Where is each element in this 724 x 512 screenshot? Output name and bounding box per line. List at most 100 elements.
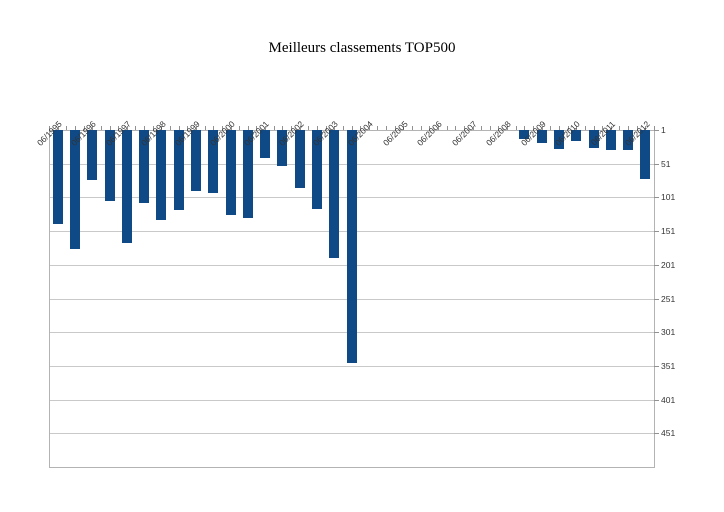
x-tick-mark [550, 126, 552, 130]
x-tick-mark [507, 126, 509, 130]
x-tick-mark [342, 126, 344, 130]
chart-title: Meilleurs classements TOP500 [268, 40, 456, 56]
bar-11-1998 [173, 130, 184, 211]
x-tick-mark [403, 126, 405, 130]
x-tick-mark [144, 126, 146, 130]
y-axis-label: 51 [661, 158, 671, 169]
x-tick-mark [316, 126, 318, 130]
x-axis-label: 06/2007 [449, 118, 479, 148]
x-tick-mark [126, 126, 128, 130]
bar-11-2002 [311, 130, 322, 209]
x-tick-mark [273, 126, 275, 130]
bar-06-2003 [329, 130, 340, 259]
x-tick-mark [394, 126, 396, 130]
x-tick-mark [178, 126, 180, 130]
x-tick-mark [247, 126, 249, 130]
x-tick-mark [558, 126, 560, 130]
x-tick-mark [619, 126, 621, 130]
y-tick-mark [654, 332, 659, 334]
y-axis-label: 1 [661, 125, 666, 135]
x-tick-mark [204, 126, 206, 130]
x-tick-mark [92, 126, 94, 130]
x-tick-mark [515, 126, 517, 130]
x-tick-mark [118, 126, 120, 130]
x-axis-label: 06/2008 [484, 118, 514, 148]
bar-11-1999 [208, 130, 219, 194]
bar-06-1996 [87, 130, 98, 180]
x-tick-mark [221, 126, 223, 130]
x-tick-mark [351, 126, 353, 130]
y-tick-mark [654, 163, 659, 165]
x-tick-mark [83, 126, 85, 130]
x-tick-mark [299, 126, 301, 130]
x-tick-mark [325, 126, 327, 130]
y-axis-label: 401 [661, 394, 676, 405]
y-axis-label: 151 [661, 226, 676, 237]
bar-11-2009 [553, 130, 564, 149]
bar-11-2010 [588, 130, 599, 148]
x-tick-mark [498, 126, 500, 130]
x-tick-mark [100, 126, 102, 130]
x-tick-mark [489, 126, 491, 130]
y-tick-mark [654, 231, 659, 233]
x-tick-mark [420, 126, 422, 130]
y-axis-label: 351 [661, 360, 676, 371]
x-tick-mark [593, 126, 595, 130]
x-tick-mark [195, 126, 197, 130]
x-tick-mark [610, 126, 612, 130]
bar-11-2011 [623, 130, 634, 150]
x-tick-mark [74, 126, 76, 130]
x-tick-mark [161, 126, 163, 130]
bar-06-2002 [294, 130, 305, 188]
x-tick-mark [187, 126, 189, 130]
x-tick-mark [230, 126, 232, 130]
x-tick-mark [412, 126, 413, 130]
y-tick-mark [654, 197, 659, 199]
x-tick-mark [282, 126, 284, 130]
x-tick-mark [291, 126, 292, 130]
gridline [49, 433, 654, 435]
x-tick-mark [360, 126, 362, 130]
x-tick-mark [213, 126, 215, 130]
x-tick-mark [636, 126, 638, 130]
x-tick-mark [386, 126, 388, 130]
x-tick-mark [567, 126, 569, 130]
x-tick-mark [368, 126, 370, 130]
bar-11-1995 [69, 130, 80, 249]
plot-left-border [49, 130, 50, 468]
x-tick-mark [239, 126, 241, 130]
bar-11-2000 [242, 130, 253, 219]
bar-11-2008 [519, 130, 530, 139]
y-tick-mark [654, 365, 659, 367]
bar-11-1996 [104, 130, 115, 201]
bar-06-2000 [225, 130, 236, 215]
gridline [49, 365, 654, 367]
x-tick-mark [377, 126, 379, 130]
bar-06-2009 [536, 130, 547, 144]
x-tick-mark [463, 126, 465, 130]
x-tick-mark [602, 126, 604, 130]
x-tick-mark [628, 126, 630, 130]
y-axis-label: 251 [661, 293, 676, 304]
y-axis-label: 201 [661, 259, 676, 270]
x-tick-mark [57, 126, 59, 130]
x-tick-mark [533, 126, 534, 130]
x-tick-mark [308, 126, 310, 130]
x-tick-mark [437, 126, 439, 130]
x-tick-mark [524, 126, 526, 130]
x-tick-mark [152, 126, 154, 130]
x-tick-mark [654, 126, 655, 130]
bar-06-2011 [605, 130, 616, 150]
x-tick-mark [49, 126, 50, 130]
x-axis-label: 06/2005 [380, 118, 410, 148]
bar-11-2003 [346, 130, 357, 363]
x-tick-mark [109, 126, 111, 130]
bar-06-2012 [640, 130, 651, 179]
y-axis-label: 301 [661, 327, 676, 338]
bar-06-2010 [571, 130, 582, 141]
x-axis-label: 06/2006 [415, 118, 444, 148]
y-tick-mark [654, 264, 659, 266]
x-tick-mark [455, 126, 457, 130]
x-tick-mark [446, 126, 448, 130]
